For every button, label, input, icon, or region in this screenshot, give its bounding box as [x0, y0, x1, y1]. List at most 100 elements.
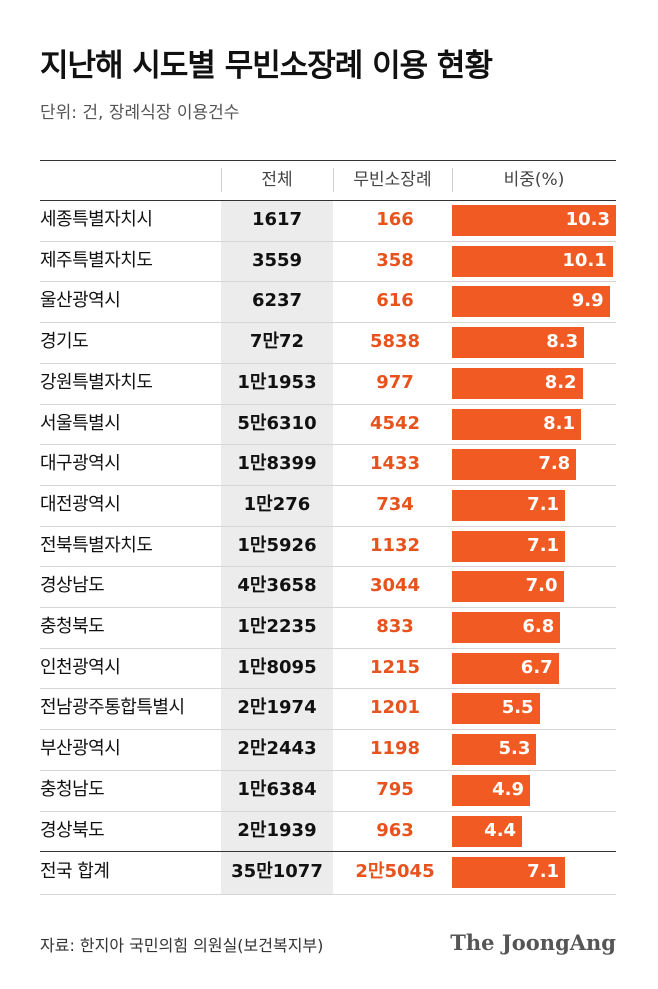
share-bar: [452, 612, 561, 643]
column-header: 전체: [261, 170, 293, 190]
share-bar: [452, 408, 581, 440]
mubin-count: 166: [376, 209, 414, 230]
mubin-count: 3044: [369, 575, 421, 597]
mubin-count: 358: [376, 249, 414, 271]
header-bottom-rule: [40, 200, 616, 201]
share-bar: [452, 774, 530, 806]
summary-top-rule: [40, 851, 616, 853]
share-bar: [452, 489, 565, 521]
mubin-count: 616: [376, 290, 414, 312]
total-count: 2만1974: [237, 697, 317, 719]
share-value: 8.1: [543, 412, 575, 434]
region-name: 충청남도: [40, 778, 105, 800]
share-value: 4.9: [492, 778, 525, 800]
region-name: 제주특별자치도: [40, 249, 153, 271]
share-value: 10.3: [565, 209, 610, 230]
region-name: 대전광역시: [40, 493, 121, 515]
header-separator: [333, 168, 334, 192]
mubin-count: 1201: [369, 697, 421, 719]
table-row: 전북특별자치도 1만5926 1132 7.1: [40, 526, 616, 567]
total-count: 1만276: [243, 493, 311, 515]
row-divider: [40, 566, 616, 568]
total-count: 1만1953: [237, 371, 317, 393]
header-separator: [221, 168, 222, 192]
region-name: 세종특별자치시: [40, 209, 153, 230]
table-row: 대구광역시 1만8399 1433 7.8: [40, 444, 616, 485]
chart-subtitle: 단위: 건, 장례식장 이용건수: [40, 103, 240, 123]
mubin-count: 1132: [369, 534, 421, 556]
share-value: 9.9: [571, 290, 604, 312]
table-row: 강원특별자치도 1만1953 977 8.2: [40, 363, 616, 404]
mubin-count: 4542: [369, 412, 421, 434]
mubin-count: 5838: [369, 331, 421, 353]
total-count: 1만8095: [237, 656, 317, 678]
mubin-count: 977: [376, 371, 414, 393]
total-count: 1만8399: [237, 453, 317, 475]
table-row: 충청북도 1만2235 833 6.8: [40, 607, 616, 648]
mubin-count: 795: [376, 778, 414, 800]
table-top-rule: [40, 160, 616, 161]
mubin-count: 2만5045: [355, 861, 435, 883]
table-row: 울산광역시 6237 616 9.9: [40, 281, 616, 322]
share-bar: [452, 652, 559, 684]
share-value: 5.3: [498, 738, 531, 760]
mubin-count: 963: [376, 819, 414, 841]
mubin-count: 1198: [369, 738, 421, 760]
summary-row: 전국 합계 35만1077 2만5045 7.1: [40, 852, 616, 893]
share-bar: [452, 815, 523, 847]
row-divider: [40, 647, 616, 649]
row-divider: [40, 810, 616, 812]
row-divider: [40, 484, 616, 486]
region-name: 경기도: [40, 331, 89, 353]
region-name: 울산광역시: [40, 290, 121, 312]
region-name: 전남광주통합특별시: [40, 697, 185, 719]
column-header: 무빈소장례: [353, 170, 432, 190]
share-value: 6.8: [522, 616, 555, 637]
region-name: 인천광역시: [40, 656, 121, 678]
share-bar: [452, 245, 613, 277]
region-name: 전국 합계: [40, 861, 110, 883]
share-bar: [452, 205, 616, 236]
share-bar: [452, 286, 610, 318]
share-bar: [452, 734, 537, 766]
row-divider: [40, 403, 616, 405]
total-count: 1617: [251, 209, 303, 230]
total-count: 35만1077: [231, 861, 323, 883]
share-value: 10.1: [562, 249, 607, 271]
total-count: 5만6310: [237, 412, 317, 434]
brand-logo: The JoongAng: [450, 930, 616, 955]
table-row: 부산광역시 2만2443 1198 5.3: [40, 729, 616, 770]
share-value: 8.2: [544, 371, 577, 393]
table-row: 전남광주통합특별시 2만1974 1201 5.5: [40, 688, 616, 729]
row-divider: [40, 688, 616, 690]
chart-title: 지난해 시도별 무빈소장례 이용 현황: [40, 48, 493, 84]
total-count: 1만6384: [237, 778, 317, 800]
total-count: 2만1939: [237, 819, 317, 841]
total-count: 3559: [251, 249, 303, 271]
row-divider: [40, 525, 616, 527]
share-bar: [452, 327, 585, 359]
share-bar: [452, 571, 564, 603]
share-bar: [452, 449, 577, 481]
region-name: 경상북도: [40, 819, 105, 841]
table-row: 충청남도 1만6384 795 4.9: [40, 770, 616, 811]
row-divider: [40, 240, 616, 242]
mubin-count: 734: [376, 493, 414, 515]
table-row: 경기도 7만72 5838 8.3: [40, 322, 616, 363]
table-row: 제주특별자치도 3559 358 10.1: [40, 241, 616, 282]
row-divider: [40, 281, 616, 283]
share-bar: [452, 530, 565, 562]
total-count: 2만2443: [237, 738, 317, 760]
share-value: 8.3: [546, 331, 579, 353]
share-value: 5.5: [501, 697, 534, 719]
total-count: 1만5926: [237, 534, 317, 556]
total-column-background: [221, 200, 333, 894]
region-name: 전북특별자치도: [40, 534, 153, 556]
mubin-count: 1215: [369, 656, 421, 678]
share-bar: [452, 857, 565, 889]
header-separator: [452, 168, 453, 192]
column-header: 비중(%): [503, 170, 565, 190]
share-value: 7.8: [538, 453, 571, 475]
total-count: 4만3658: [237, 575, 317, 597]
mubin-count: 1433: [369, 453, 421, 475]
